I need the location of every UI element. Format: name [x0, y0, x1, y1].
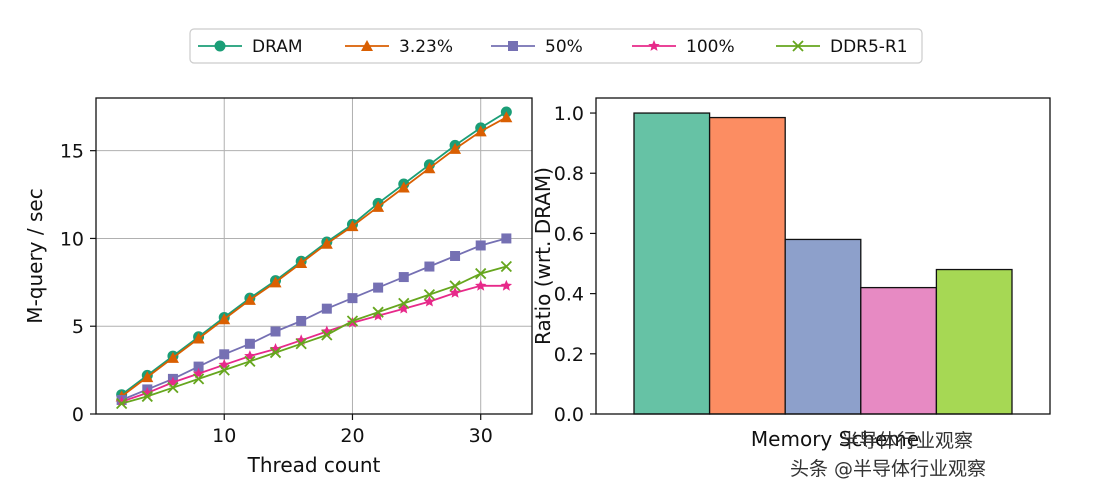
data-point [115, 395, 128, 407]
data-point [424, 261, 435, 272]
data-point [500, 279, 513, 291]
data-point [269, 276, 282, 288]
data-point [192, 373, 205, 385]
data-point [116, 397, 128, 410]
plot-frame [95, 97, 533, 415]
data-point [218, 364, 230, 376]
data-point [475, 240, 486, 251]
x-tick-label: 30 [469, 425, 493, 447]
data-point [372, 306, 384, 318]
watermark: 半导体行业观察 头条 @半导体行业观察 [790, 430, 986, 480]
data-point [449, 280, 461, 292]
y-tick-label: 0.6 [554, 223, 584, 245]
data-point [372, 309, 384, 321]
y-tick-label: 0.2 [554, 344, 584, 366]
data-point [192, 332, 205, 344]
bar [860, 286, 938, 415]
data-point [346, 220, 359, 232]
data-point [269, 346, 282, 359]
legend-marker [508, 41, 518, 51]
series-line-2 [121, 116, 507, 398]
y-tick-label: 1.0 [554, 103, 584, 125]
plot-frame [595, 97, 1051, 415]
data-point [219, 349, 230, 360]
data-point [397, 181, 410, 193]
data-point [218, 313, 231, 325]
data-point [167, 382, 179, 394]
legend-marker [792, 40, 804, 52]
data-point [500, 111, 513, 123]
watermark-overlay-text: 半导体行业观察 [840, 430, 973, 452]
series-line-3 [121, 237, 507, 401]
data-point [449, 286, 461, 298]
x-axis-label: Thread count [247, 453, 381, 477]
y-tick-label: 0.4 [554, 284, 584, 306]
data-point [398, 297, 410, 310]
data-point [141, 371, 154, 383]
data-point [501, 233, 512, 244]
x-tick-label: 10 [212, 425, 236, 447]
y-axis-label: Ratio (wrt. DRAM) [531, 167, 555, 345]
data-point [166, 351, 179, 363]
data-point [295, 257, 308, 269]
series-line-1 [121, 111, 507, 396]
legend-marker [648, 40, 660, 51]
data-point [474, 125, 487, 137]
legend-label: 100% [686, 37, 735, 57]
data-point [423, 295, 436, 307]
data-point [423, 288, 436, 301]
y-tick-label: 0 [72, 404, 84, 426]
data-point [346, 315, 359, 327]
legend-marker [214, 40, 226, 52]
bar [708, 116, 786, 415]
data-point [296, 315, 307, 326]
data-point [244, 355, 256, 367]
legend-label: 50% [545, 37, 583, 57]
y-tick-label: 10 [60, 228, 84, 250]
legend-label: DDR5-R1 [830, 37, 908, 57]
data-point [321, 303, 332, 314]
bar-chart: 0.0 0.2 0.4 0.6 0.8 1.0 Memory Scheme Ratio (wr… [531, 97, 1051, 451]
data-point [373, 282, 384, 293]
data-point [243, 293, 256, 305]
bar [633, 112, 711, 415]
data-point [398, 302, 410, 314]
watermark-text: 头条 @半导体行业观察 [790, 458, 986, 480]
data-point [320, 237, 333, 249]
data-point [270, 326, 281, 337]
data-point [450, 251, 461, 261]
data-point [398, 272, 409, 283]
legend: DRAM 3.23% 50% 100% DDR5-R1 [189, 28, 923, 64]
data-point [244, 338, 255, 349]
bar [784, 238, 862, 415]
legend-marker [361, 40, 373, 51]
x-axis-label: Memory Scheme [751, 427, 919, 451]
y-tick-label: 15 [60, 141, 84, 163]
data-point [475, 267, 487, 280]
x-tick-label: 20 [340, 425, 364, 447]
data-point [295, 338, 307, 350]
data-point [372, 200, 385, 212]
y-tick-label: 5 [72, 316, 84, 338]
data-point [141, 390, 153, 403]
data-point [347, 293, 358, 304]
data-point [475, 279, 487, 291]
data-point [500, 260, 512, 273]
legend-frame [189, 28, 923, 64]
y-tick-label: 0.8 [554, 163, 584, 185]
legend-label: 3.23% [399, 37, 453, 57]
line-chart: 10 20 30 0 5 10 15 Thread count M-query / sec [23, 97, 533, 477]
series-line-4 [121, 284, 507, 403]
y-tick-label: 0.0 [554, 404, 584, 426]
data-point [449, 142, 462, 154]
y-axis-label: M-query / sec [23, 188, 47, 323]
bar [935, 268, 1013, 415]
legend-label: DRAM [252, 37, 303, 57]
data-point [321, 329, 333, 341]
data-point [193, 361, 204, 372]
data-point [423, 162, 436, 174]
series-line-5 [121, 265, 507, 405]
